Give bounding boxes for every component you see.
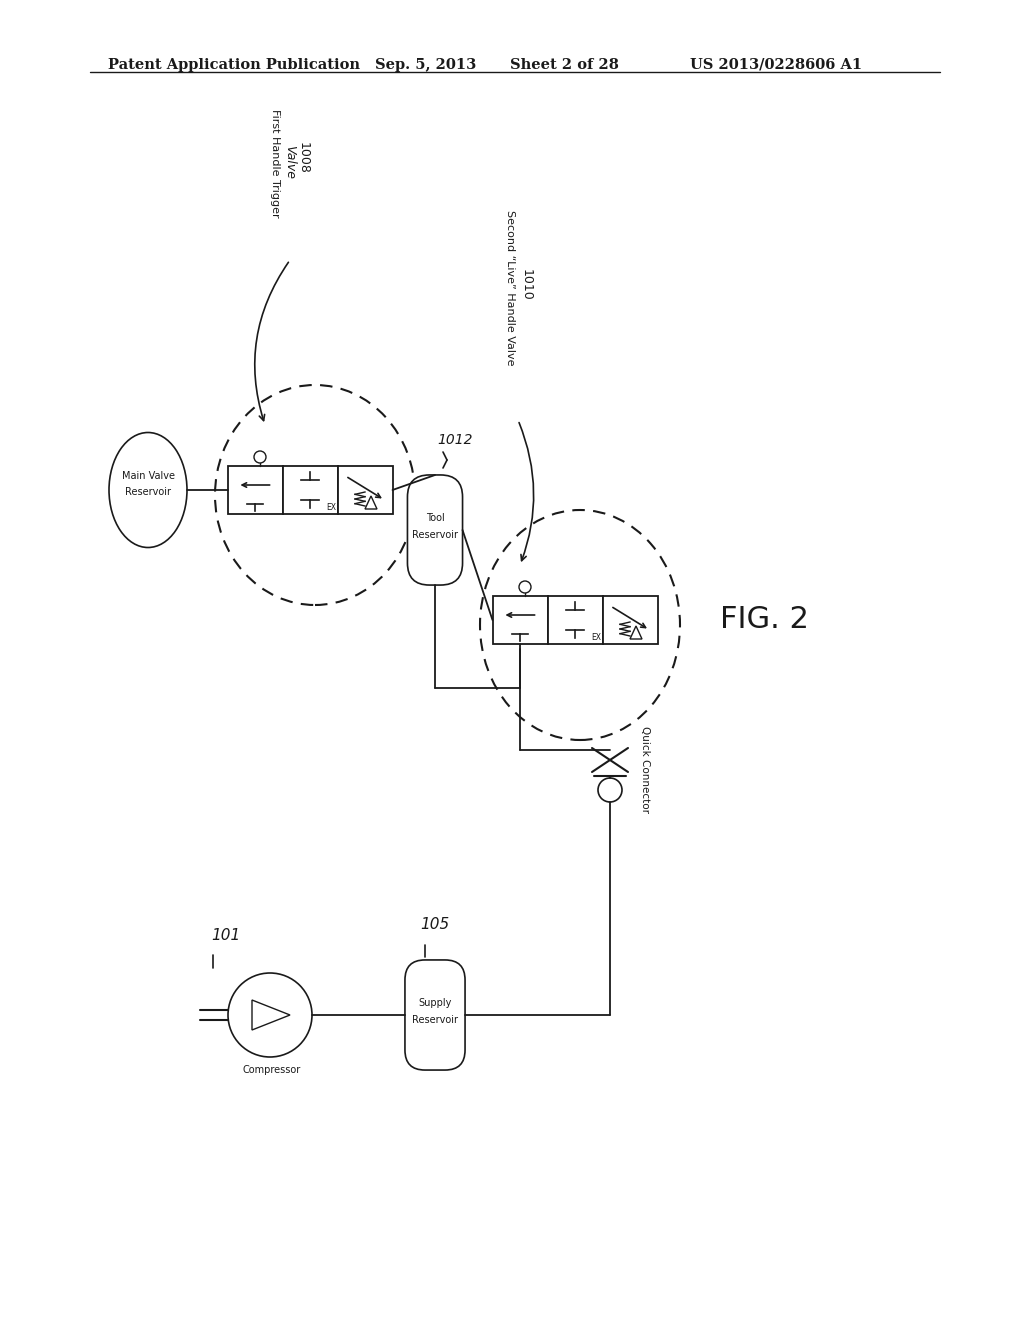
- Text: 1012: 1012: [437, 433, 473, 447]
- Text: Valve: Valve: [284, 145, 297, 180]
- Text: 105: 105: [421, 917, 450, 932]
- Bar: [602, 597, 657, 644]
- Text: Patent Application Publication: Patent Application Publication: [108, 58, 360, 73]
- Text: First Handle Trigger: First Handle Trigger: [270, 110, 280, 220]
- Bar: [283, 466, 338, 513]
- Text: Reservoir: Reservoir: [412, 531, 458, 540]
- Text: Second “Live” Handle Valve: Second “Live” Handle Valve: [505, 210, 515, 370]
- Text: 101: 101: [211, 928, 241, 942]
- Text: 1010: 1010: [519, 269, 532, 301]
- Bar: [493, 597, 548, 644]
- Text: EX: EX: [327, 503, 337, 512]
- Text: Main Valve: Main Valve: [122, 471, 174, 480]
- Text: Sheet 2 of 28: Sheet 2 of 28: [510, 58, 618, 73]
- Text: Tool: Tool: [426, 513, 444, 523]
- Text: Sep. 5, 2013: Sep. 5, 2013: [375, 58, 476, 73]
- Text: US 2013/0228606 A1: US 2013/0228606 A1: [690, 58, 862, 73]
- Bar: [227, 466, 283, 513]
- Text: EX: EX: [592, 634, 601, 642]
- Text: Compressor: Compressor: [243, 1065, 301, 1074]
- Text: 1008: 1008: [297, 143, 309, 174]
- FancyBboxPatch shape: [404, 960, 465, 1071]
- Text: Quick Connector: Quick Connector: [640, 726, 650, 813]
- Text: FIG. 2: FIG. 2: [720, 606, 809, 635]
- Bar: [548, 597, 602, 644]
- Text: Supply: Supply: [419, 998, 452, 1008]
- Bar: [338, 466, 392, 513]
- Text: Reservoir: Reservoir: [412, 1015, 458, 1026]
- Text: Reservoir: Reservoir: [125, 487, 171, 498]
- FancyBboxPatch shape: [408, 475, 463, 585]
